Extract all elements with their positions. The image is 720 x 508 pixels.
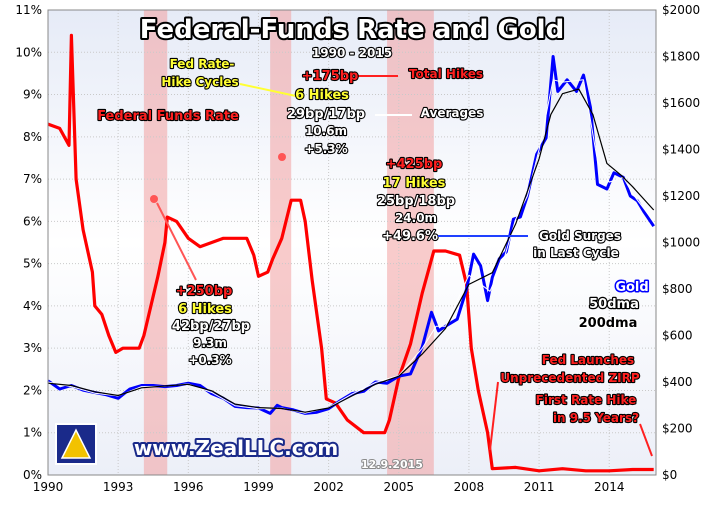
first-hike-2: in 9.5 Years? [553, 411, 639, 425]
y-left-tick-label: 3% [23, 341, 42, 355]
x-tick-label: 2008 [454, 480, 485, 494]
x-tick-label: 1993 [103, 480, 134, 494]
legend-200dma: 200dma [579, 316, 638, 331]
avg-bp: +175bp [302, 69, 359, 84]
c3-gold: +49.6% [382, 229, 438, 244]
zirp-1: Fed Launches [542, 353, 634, 367]
x-tick-label: 1996 [173, 480, 204, 494]
y-right-tick-label: $0 [662, 468, 677, 482]
c3-bp: +425bp [386, 157, 443, 172]
legend-gold: Gold [615, 280, 648, 295]
y-right-tick-label: $200 [662, 422, 693, 436]
c3-months: 24.0m [395, 211, 437, 225]
avg-hikes: 6 Hikes [295, 88, 349, 103]
cycle-label-2: Hike Cycles [161, 75, 238, 89]
watermark-url: www.ZealLLC.com [134, 436, 338, 460]
x-tick-label: 2011 [524, 480, 555, 494]
avg-gold: +5.3% [304, 142, 347, 156]
y-right-tick-label: $600 [662, 329, 693, 343]
y-left-tick-label: 4% [23, 299, 42, 313]
y-right-tick-label: $800 [662, 282, 693, 296]
chart-subtitle: 1990 - 2015 [312, 46, 392, 60]
y-left-tick-label: 9% [23, 88, 42, 102]
y-left-tick-label: 8% [23, 130, 42, 144]
y-left-tick-label: 7% [23, 172, 42, 186]
gold-surge-1: Gold Surges [539, 229, 621, 243]
zirp-2: Unprecedented ZIRP [500, 371, 640, 385]
c3-size: 25bp/18bp [377, 194, 455, 209]
y-right-tick-label: $2000 [662, 3, 700, 17]
x-tick-label: 1999 [243, 480, 274, 494]
x-tick-label: 2005 [383, 480, 414, 494]
y-right-tick-label: $1000 [662, 236, 700, 250]
y-right-tick-label: $1600 [662, 96, 700, 110]
cycle-label-1: Fed Rate- [170, 57, 235, 71]
y-left-tick-label: 5% [23, 257, 42, 271]
date-stamp: 12.9.2015 [361, 458, 423, 471]
c1-size: 42bp/27bp [172, 319, 250, 334]
y-left-tick-label: 1% [23, 426, 42, 440]
c3-hikes: 17 Hikes [383, 176, 446, 191]
total-hikes-label: Total Hikes [409, 67, 483, 81]
x-tick-label: 1990 [33, 480, 64, 494]
c1-gold: +0.3% [188, 353, 231, 367]
gold-surge-2: in Last Cycle [533, 246, 619, 260]
y-right-tick-label: $400 [662, 375, 693, 389]
y-left-tick-label: 11% [15, 3, 42, 17]
c1-months: 9.3m [193, 336, 227, 350]
c1-hikes: 6 Hikes [178, 302, 232, 317]
x-tick-label: 2002 [313, 480, 344, 494]
y-right-tick-label: $1800 [662, 50, 700, 64]
x-tick-label: 2014 [594, 480, 625, 494]
legend-50dma: 50dma [589, 297, 639, 312]
y-left-tick-label: 10% [15, 45, 42, 59]
y-right-tick-label: $1400 [662, 143, 700, 157]
first-hike-1: First Rate Hike [536, 393, 637, 407]
c1-bp: +250bp [176, 284, 233, 299]
avg-months: 10.6m [305, 124, 347, 138]
y-left-tick-label: 6% [23, 214, 42, 228]
averages-label: Averages [421, 106, 484, 120]
cycle2-marker [278, 153, 286, 161]
avg-size: 29bp/17bp [287, 107, 365, 122]
fed-funds-label: Federal Funds Rate [97, 109, 239, 124]
y-left-tick-label: 2% [23, 383, 42, 397]
chart-title: Federal-Funds Rate and Gold [140, 15, 564, 45]
y-right-tick-label: $1200 [662, 189, 700, 203]
cycle1-marker [150, 195, 158, 203]
